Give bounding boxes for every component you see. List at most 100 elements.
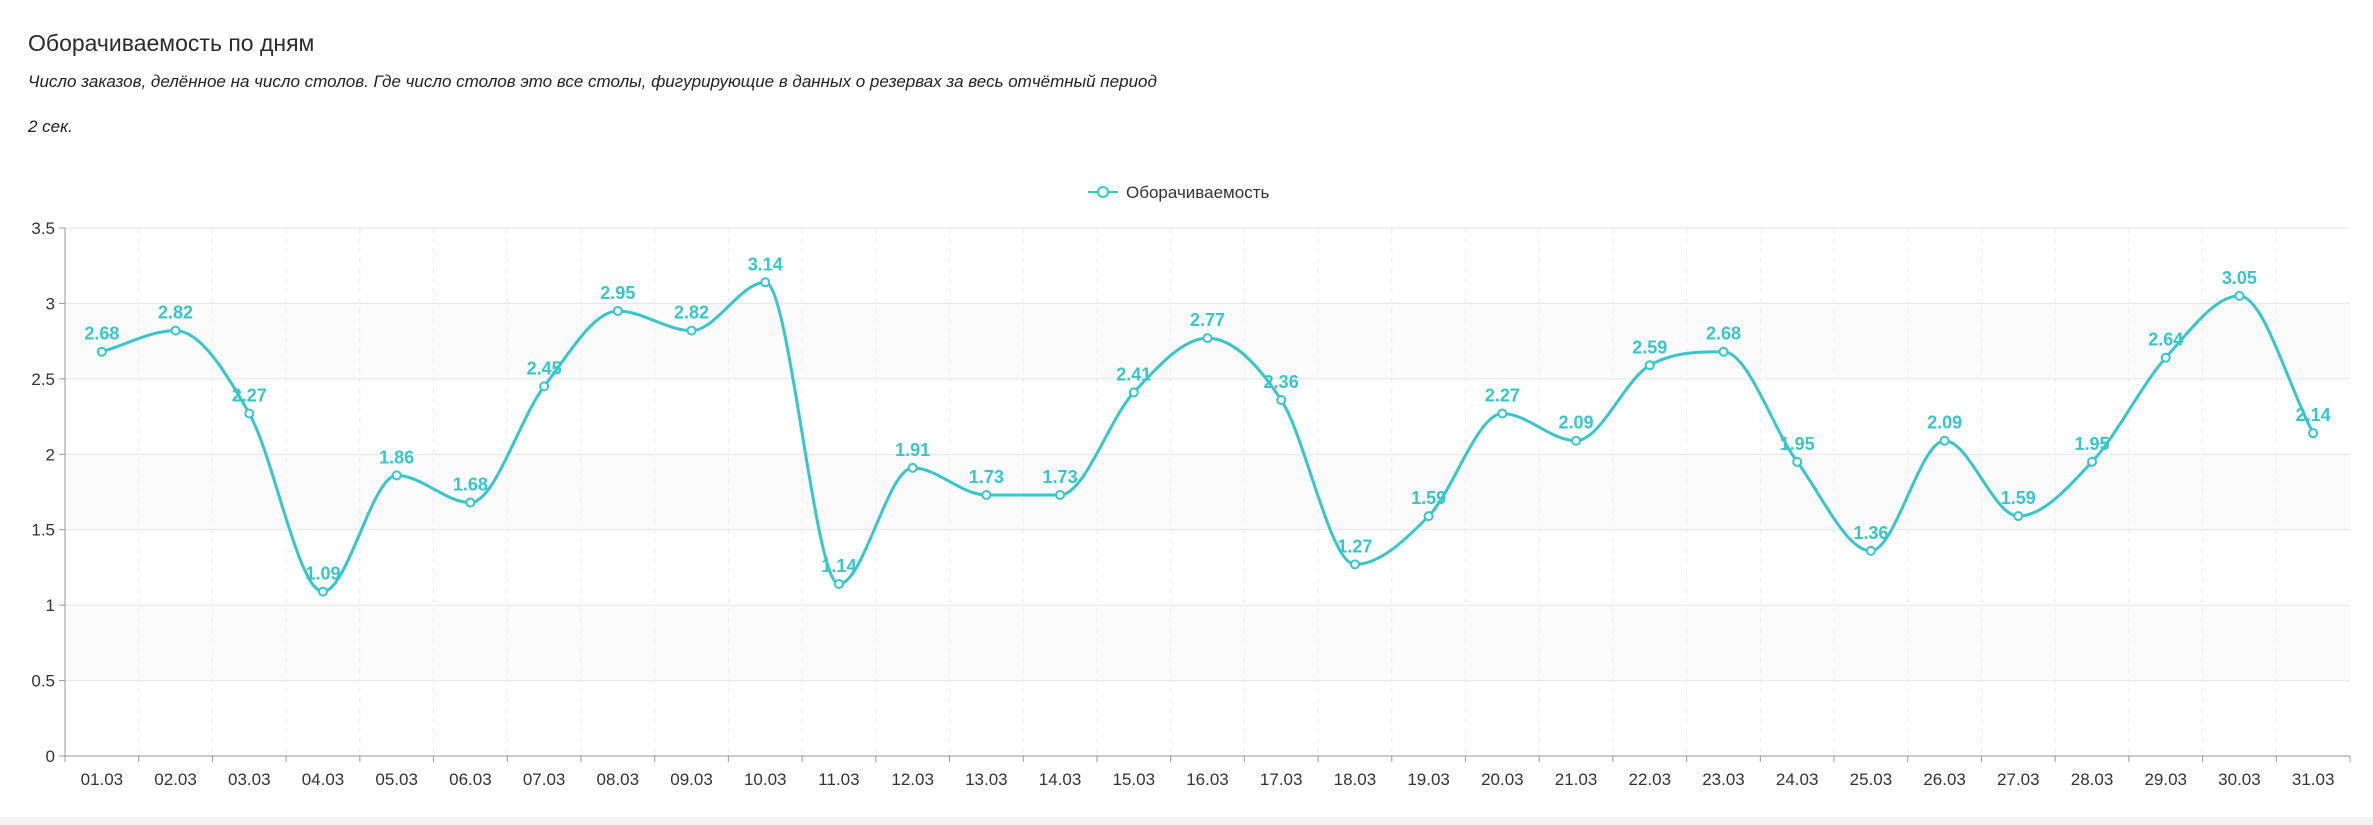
x-tick-label: 07.03	[523, 770, 566, 789]
x-tick-label: 12.03	[891, 770, 934, 789]
load-time-label: 2 сек.	[28, 117, 73, 136]
data-point[interactable]	[2013, 511, 2024, 522]
x-tick-label: 10.03	[744, 770, 787, 789]
x-tick-label: 04.03	[302, 770, 345, 789]
data-label: 2.27	[232, 386, 267, 406]
data-point[interactable]	[833, 579, 844, 590]
data-point[interactable]	[1497, 408, 1508, 419]
x-tick-label: 15.03	[1113, 770, 1156, 789]
data-label: 2.09	[1559, 413, 1594, 433]
data-point[interactable]	[1276, 394, 1287, 405]
x-tick-label: 18.03	[1334, 770, 1377, 789]
y-tick-label: 3.5	[31, 219, 55, 238]
x-tick-label: 09.03	[670, 770, 713, 789]
data-point[interactable]	[2087, 456, 2098, 467]
grid-band	[65, 454, 2350, 530]
chart-series	[96, 277, 2319, 597]
data-point[interactable]	[244, 408, 255, 419]
x-tick-label: 20.03	[1481, 770, 1524, 789]
data-point[interactable]	[1792, 456, 1803, 467]
data-point[interactable]	[170, 325, 181, 336]
legend-marker	[1097, 186, 1109, 198]
data-point[interactable]	[1128, 387, 1139, 398]
data-point[interactable]	[317, 586, 328, 597]
data-label: 1.91	[895, 440, 930, 460]
data-point[interactable]	[1939, 435, 1950, 446]
data-point[interactable]	[1423, 511, 1434, 522]
data-label: 2.64	[2148, 330, 2183, 350]
chart-subtitle: Число заказов, делённое на число столов.…	[28, 72, 1157, 91]
data-point[interactable]	[612, 305, 623, 316]
data-label: 1.73	[969, 467, 1004, 487]
data-point[interactable]	[1055, 490, 1066, 501]
data-label: 2.41	[1116, 364, 1151, 384]
data-label: 2.36	[1264, 372, 1299, 392]
data-label: 1.95	[2074, 434, 2109, 454]
data-point[interactable]	[981, 490, 992, 501]
data-point[interactable]	[1571, 435, 1582, 446]
data-label: 1.09	[305, 564, 340, 584]
x-tick-label: 13.03	[965, 770, 1008, 789]
data-label: 1.68	[453, 475, 488, 495]
data-label: 2.82	[158, 303, 193, 323]
x-tick-label: 02.03	[154, 770, 197, 789]
data-point[interactable]	[1718, 346, 1729, 357]
x-tick-label: 29.03	[2144, 770, 2187, 789]
data-point[interactable]	[1202, 333, 1213, 344]
data-point[interactable]	[1644, 360, 1655, 371]
data-label: 2.68	[84, 324, 119, 344]
data-point[interactable]	[96, 346, 107, 357]
x-tick-label: 08.03	[597, 770, 640, 789]
data-point[interactable]	[391, 470, 402, 481]
data-label: 2.27	[1485, 386, 1520, 406]
x-tick-label: 11.03	[818, 770, 859, 789]
y-tick-label: 1.5	[31, 521, 55, 540]
x-tick-label: 19.03	[1407, 770, 1450, 789]
y-tick-label: 2.5	[31, 370, 55, 389]
data-point[interactable]	[686, 325, 697, 336]
x-tick-label: 26.03	[1923, 770, 1966, 789]
data-label: 1.59	[1411, 488, 1446, 508]
data-label: 3.14	[748, 254, 783, 274]
data-label: 3.05	[2222, 268, 2257, 288]
x-tick-label: 21.03	[1555, 770, 1598, 789]
data-label: 2.68	[1706, 324, 1741, 344]
x-tick-label: 30.03	[2218, 770, 2261, 789]
y-tick-label: 0	[46, 747, 55, 766]
data-label: 1.14	[821, 556, 856, 576]
data-point[interactable]	[760, 277, 771, 288]
data-point[interactable]	[907, 462, 918, 473]
data-point[interactable]	[539, 381, 550, 392]
x-tick-label: 01.03	[81, 770, 124, 789]
data-label: 2.09	[1927, 413, 1962, 433]
grid-band	[65, 605, 2350, 681]
data-point[interactable]	[2308, 428, 2319, 439]
data-point[interactable]	[2160, 352, 2171, 363]
data-label: 2.77	[1190, 310, 1225, 330]
x-tick-label: 31.03	[2292, 770, 2335, 789]
x-tick-label: 27.03	[1997, 770, 2040, 789]
y-tick-label: 1	[46, 596, 55, 615]
data-point[interactable]	[1349, 559, 1360, 570]
legend-label[interactable]: Оборачиваемость	[1126, 183, 1269, 202]
data-point[interactable]	[465, 497, 476, 508]
data-label: 1.59	[2001, 488, 2036, 508]
data-label: 1.36	[1853, 523, 1888, 543]
data-label: 1.86	[379, 447, 414, 467]
data-label: 2.59	[1632, 337, 1667, 357]
chart-legend[interactable]: Оборачиваемость	[1088, 183, 1269, 202]
x-tick-label: 23.03	[1702, 770, 1745, 789]
x-tick-label: 05.03	[375, 770, 418, 789]
data-label: 1.95	[1780, 434, 1815, 454]
page-title: Оборачиваемость по дням	[28, 30, 315, 56]
x-tick-label: 14.03	[1039, 770, 1082, 789]
x-tick-label: 25.03	[1850, 770, 1893, 789]
x-tick-label: 28.03	[2071, 770, 2114, 789]
chart-data-labels: 2.68 2.82 2.27 1.09 1.86 1.68 2.45 2.95 2.82 3.14…	[84, 254, 2330, 583]
x-tick-label: 24.03	[1776, 770, 1819, 789]
data-point[interactable]	[2234, 290, 2245, 301]
y-tick-label: 3	[46, 294, 55, 313]
data-point[interactable]	[1865, 545, 1876, 556]
